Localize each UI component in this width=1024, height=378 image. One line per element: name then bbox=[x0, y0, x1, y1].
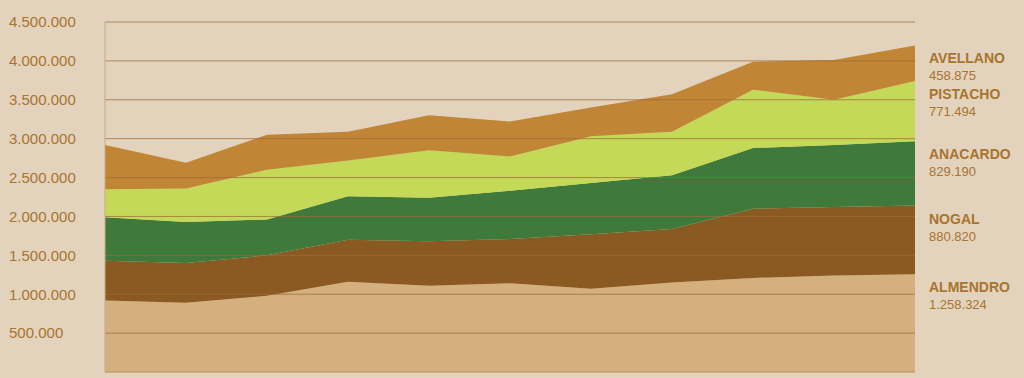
svg-text:1.000.000: 1.000.000 bbox=[9, 286, 76, 303]
svg-text:ALMENDRO: ALMENDRO bbox=[929, 279, 1010, 295]
svg-text:NOGAL: NOGAL bbox=[929, 211, 980, 227]
svg-text:1.500.000: 1.500.000 bbox=[9, 247, 76, 264]
svg-text:1.258.324: 1.258.324 bbox=[929, 297, 987, 312]
svg-text:PISTACHO: PISTACHO bbox=[929, 86, 1000, 102]
svg-text:4.000.000: 4.000.000 bbox=[9, 52, 76, 69]
svg-text:771.494: 771.494 bbox=[929, 104, 976, 119]
svg-text:500.000: 500.000 bbox=[9, 324, 63, 341]
svg-text:4.500.000: 4.500.000 bbox=[9, 13, 76, 30]
svg-text:458.875: 458.875 bbox=[929, 68, 976, 83]
svg-text:3.500.000: 3.500.000 bbox=[9, 91, 76, 108]
svg-text:829.190: 829.190 bbox=[929, 164, 976, 179]
svg-text:2.000.000: 2.000.000 bbox=[9, 208, 76, 225]
svg-text:ANACARDO: ANACARDO bbox=[929, 146, 1011, 162]
svg-text:3.000.000: 3.000.000 bbox=[9, 130, 76, 147]
svg-text:2.500.000: 2.500.000 bbox=[9, 169, 76, 186]
svg-text:AVELLANO: AVELLANO bbox=[929, 50, 1005, 66]
svg-text:880.820: 880.820 bbox=[929, 229, 976, 244]
